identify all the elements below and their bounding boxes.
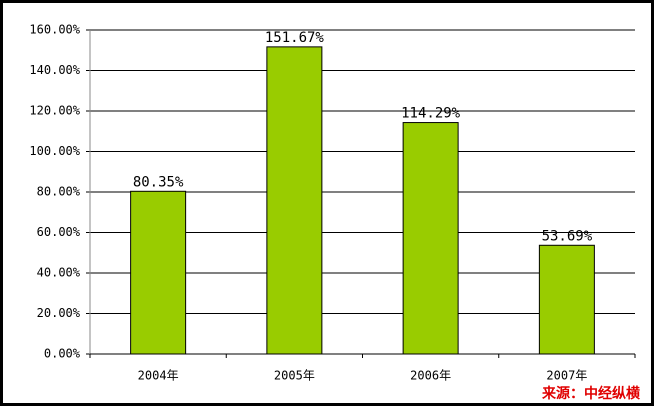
y-tick-label: 20.00% bbox=[37, 306, 81, 320]
x-tick-label: 2005年 bbox=[274, 369, 315, 383]
x-tick-label: 2004年 bbox=[138, 369, 179, 383]
bar bbox=[538, 244, 595, 355]
value-label: 114.29% bbox=[401, 106, 461, 122]
value-label: 80.35% bbox=[133, 174, 184, 190]
y-tick-label: 100.00% bbox=[29, 144, 80, 158]
y-tick-label: 120.00% bbox=[29, 104, 80, 118]
bar bbox=[266, 46, 323, 355]
bar bbox=[130, 190, 187, 355]
value-label: 151.67% bbox=[265, 30, 325, 46]
source-note: 来源：中经纵横 bbox=[541, 385, 641, 402]
y-tick-label: 80.00% bbox=[37, 185, 81, 199]
y-tick-label: 40.00% bbox=[37, 266, 81, 280]
y-tick-label: 60.00% bbox=[37, 225, 81, 239]
y-tick-label: 0.00% bbox=[44, 347, 81, 361]
y-tick-label: 160.00% bbox=[29, 23, 80, 37]
x-tick-label: 2007年 bbox=[546, 369, 587, 383]
y-tick-label: 140.00% bbox=[29, 63, 80, 77]
bar bbox=[402, 122, 459, 355]
value-label: 53.69% bbox=[542, 228, 593, 244]
x-tick-label: 2006年 bbox=[410, 369, 451, 383]
